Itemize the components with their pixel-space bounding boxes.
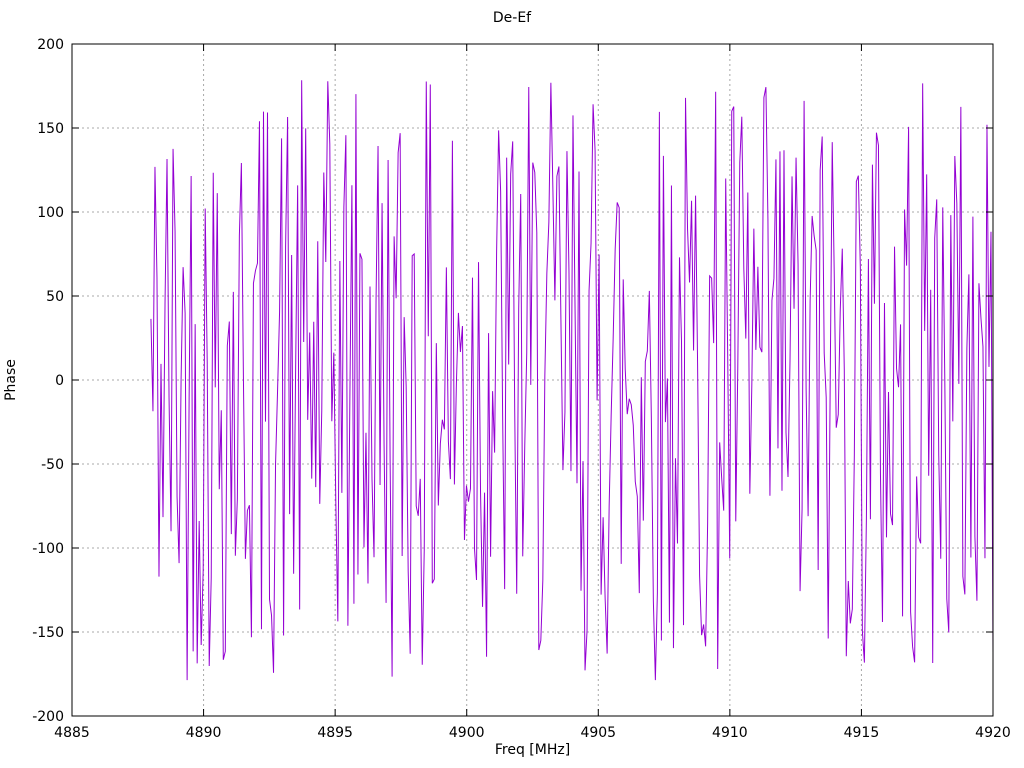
y-tick-label: 100 <box>37 205 64 221</box>
x-axis-title: Freq [MHz] <box>494 742 571 758</box>
x-tick-label: 4920 <box>975 725 1011 741</box>
x-tick-label: 4895 <box>317 725 353 741</box>
series-line-phase <box>150 80 994 681</box>
x-tick-label: 4915 <box>844 725 880 741</box>
chart-title: De-Ef <box>492 10 532 26</box>
y-tick-label: -150 <box>32 625 64 641</box>
y-tick-label: 50 <box>46 289 64 305</box>
x-tick-label: 4890 <box>186 725 222 741</box>
y-tick-label: -50 <box>41 457 64 473</box>
x-tick-label: 4910 <box>712 725 748 741</box>
y-tick-label: -100 <box>32 541 64 557</box>
x-tick-label: 4905 <box>580 725 616 741</box>
y-tick-label: -200 <box>32 709 64 725</box>
y-tick-label: 150 <box>37 121 64 137</box>
y-tick-label: 200 <box>37 37 64 53</box>
x-tick-label: 4900 <box>449 725 485 741</box>
y-tick-label: 0 <box>55 373 64 389</box>
x-tick-label: 4885 <box>54 725 90 741</box>
